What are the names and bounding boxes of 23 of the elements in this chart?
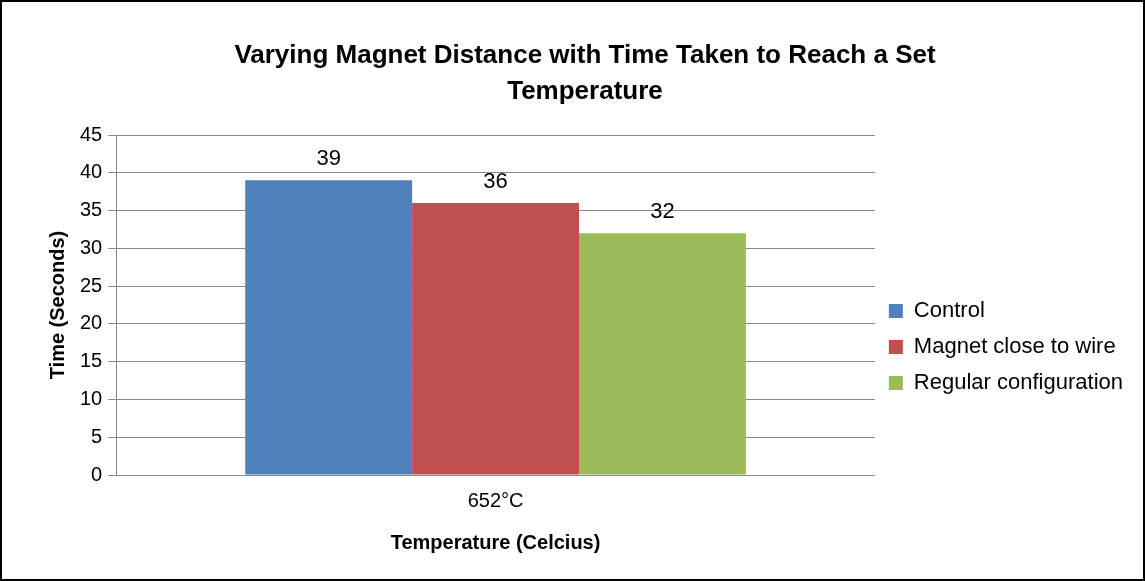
legend-label: Magnet close to wire — [913, 333, 1116, 359]
legend-label: Control — [913, 297, 985, 323]
y-tick-label: 5 — [91, 424, 103, 447]
y-tick-label: 15 — [80, 349, 103, 372]
bar — [412, 203, 580, 475]
y-tick-label: 35 — [80, 198, 103, 221]
x-axis-title: Temperature (Celcius) — [390, 530, 601, 553]
y-tick-label: 40 — [80, 160, 103, 183]
x-tick-label: 652°C — [467, 488, 524, 511]
chart-title: Varying Magnet Distance with Time Taken to Reach a Set Temperature — [233, 38, 937, 107]
y-axis-title: Time (Seconds) — [45, 230, 68, 380]
y-tick-label: 25 — [80, 273, 103, 296]
data-label: 32 — [650, 198, 675, 224]
y-tick-label: 0 — [91, 462, 103, 485]
y-tick-label: 20 — [80, 311, 103, 334]
y-tick-label: 45 — [80, 122, 103, 145]
y-tick-label: 30 — [80, 235, 103, 258]
data-label: 36 — [483, 168, 508, 194]
legend-label: Regular configuration — [913, 369, 1124, 395]
data-label: 39 — [316, 145, 341, 171]
y-tick-label: 10 — [80, 386, 103, 409]
bar — [579, 233, 746, 475]
bar — [245, 180, 413, 475]
